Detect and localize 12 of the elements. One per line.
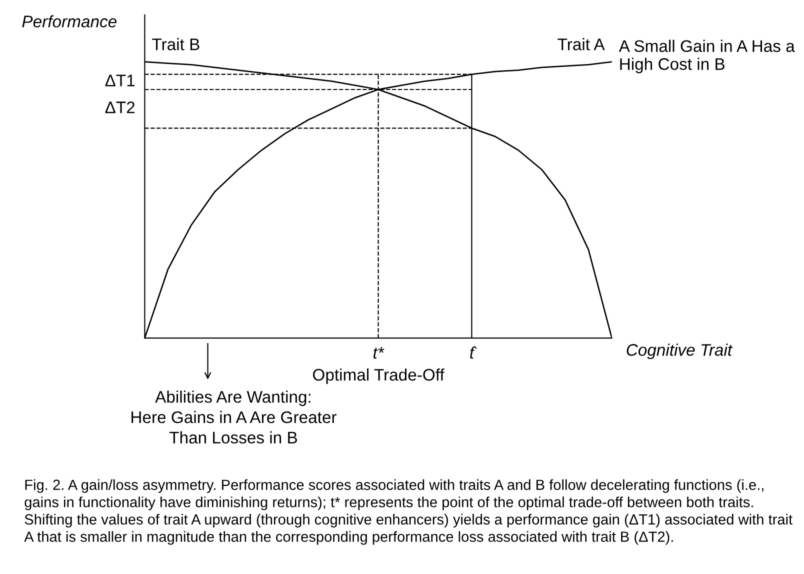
series-label: Trait B [152,38,200,50]
x-axis-title: Cognitive Trait [626,344,733,360]
ref-line-label: ΔT1 [105,74,135,86]
caption: Fig. 2. A gain/loss asymmetry. Performance scores associated with traits A and B follow decelerating functions (i.e., gains in functionality have diminishing returns); t* represents the point of the optimal trade-off between both traits. Shifting the values of trait A upward (through cognitive enhancers) yields a performance gain (ΔT1) associated with trait A that is smaller in magnitude than the corresponding performance loss associated with trait B (ΔT2). [24,479,792,545]
text: Optimal Trade-Off [312,368,444,384]
x-tick-label: t* [373,347,384,359]
y-axis-title: Performance [22,15,116,28]
text: Abilities Are Wanting: Here Gains in A Are Greater Than Losses in B [132,390,336,444]
ref-line-label: ΔT2 [105,102,135,114]
x-tick-label: t̂ [470,346,477,359]
text: A Small Gain in A Has a High Cost in B [618,40,795,74]
series-label: Trait A [558,38,605,50]
